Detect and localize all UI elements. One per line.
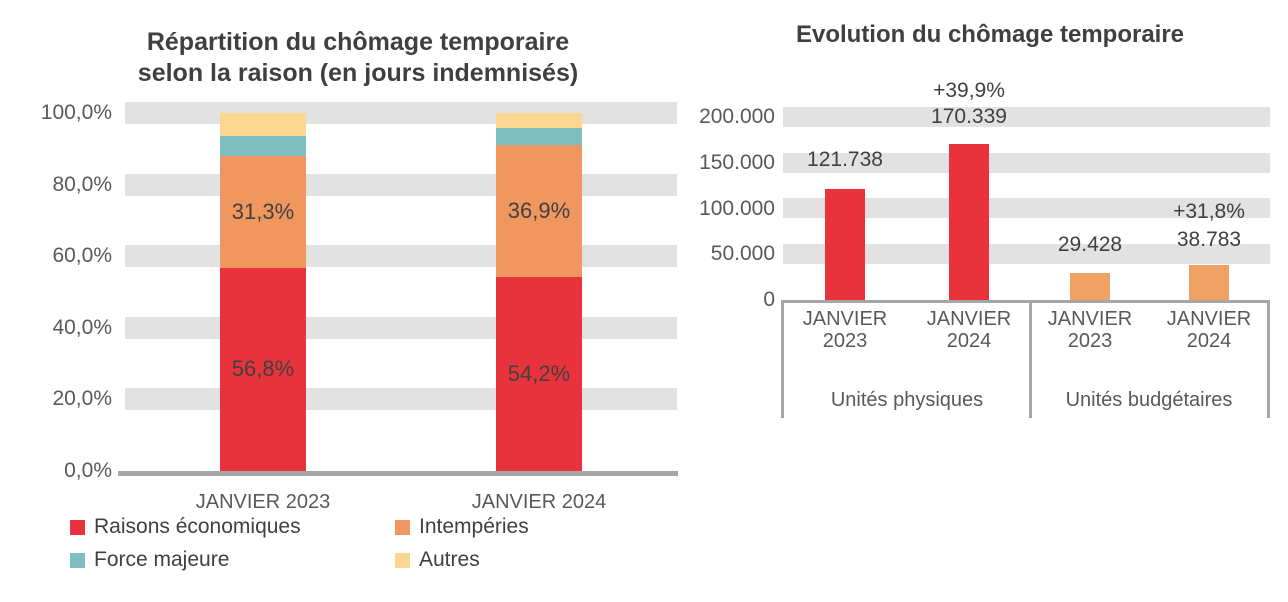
stacked-bar-janvier-2023-segment-3 <box>220 113 306 136</box>
data-label-value-2024-budgetaires: 38.783 <box>1176 228 1242 251</box>
segment-data-label: 56,8% <box>231 356 295 382</box>
y-axis-tick-label: 0 <box>763 288 775 311</box>
left-chart-title-line1: Répartition du chômage temporaire <box>146 28 570 56</box>
group-label-unites-budgetaires: Unités budgétaires <box>1065 389 1233 411</box>
y-axis-tick-label: 150.000 <box>699 151 775 174</box>
x-axis-label-janvier-2023: JANVIER 2023 <box>195 491 331 513</box>
y-axis-tick-label: 200.000 <box>699 105 775 128</box>
y-axis-tick-label: 20,0% <box>52 387 112 410</box>
bar-unités-budgétaires-janvier-2023 <box>1070 273 1110 300</box>
stacked-bar-janvier-2023-segment-2 <box>220 135 306 156</box>
data-label-value-2023-physiques: 121.738 <box>807 148 883 171</box>
right-chart-title: Evolution du chômage temporaire <box>795 21 1185 48</box>
gridline-band-50000 <box>783 244 1270 264</box>
stacked-bar-janvier-2023-segment-0: 56,8% <box>220 267 306 471</box>
data-label-value-2024-physiques: 170.339 <box>931 105 1007 128</box>
category-label-phys-2024: JANVIER 2024 <box>926 308 1012 352</box>
stacked-bar-janvier-2024-segment-1: 36,9% <box>496 144 582 277</box>
legend-swatch-teal <box>70 552 85 568</box>
data-label-value-2023-budgetaires: 29.428 <box>1057 233 1123 256</box>
segment-data-label: 36,9% <box>507 197 571 223</box>
category-axis-left-border <box>781 300 784 418</box>
legend-label: Autres <box>419 548 480 571</box>
bar-unités-physiques-janvier-2023 <box>825 188 865 300</box>
stacked-bar-janvier-2024-segment-0: 54,2% <box>496 277 582 471</box>
left-chart-title: Répartition du chômage temporaire selon … <box>28 27 688 89</box>
stacked-bar-janvier-2024-segment-3 <box>496 113 582 128</box>
category-axis-group-divider <box>1029 300 1032 418</box>
legend-swatch-orange <box>395 519 410 535</box>
category-axis-top-border <box>781 300 1270 303</box>
segment-data-label: 31,3% <box>231 198 295 224</box>
y-axis-tick-label: 60,0% <box>52 244 112 267</box>
bar-unités-budgétaires-janvier-2024 <box>1189 264 1229 300</box>
stacked-bar-janvier-2023-segment-1: 31,3% <box>220 155 306 268</box>
legend-swatch-yellow <box>395 552 410 568</box>
bar-unités-physiques-janvier-2024 <box>949 144 989 300</box>
segment-data-label: 54,2% <box>507 361 571 386</box>
legend-item-force-majeure: Force majeure <box>70 547 229 573</box>
gridline-band-150000 <box>783 153 1270 173</box>
legend-item-autres: Autres <box>395 547 480 573</box>
y-axis-tick-label: 40,0% <box>52 316 112 339</box>
legend-item-intemperies: Intempéries <box>395 514 529 540</box>
x-axis-line <box>118 471 678 476</box>
gridline-band-100000 <box>783 198 1270 218</box>
data-label-percent-physiques: +39,9% <box>933 79 1005 102</box>
group-label-unites-physiques: Unités physiques <box>830 389 984 411</box>
x-axis-label-janvier-2024: JANVIER 2024 <box>471 491 607 513</box>
category-axis-right-border <box>1267 300 1270 418</box>
y-axis-tick-label: 80,0% <box>52 173 112 196</box>
legend-label: Intempéries <box>419 515 529 538</box>
y-axis-tick-label: 100,0% <box>40 101 112 124</box>
y-axis-tick-label: 0,0% <box>64 459 112 482</box>
legend-label: Raisons économiques <box>94 515 301 538</box>
category-label-budg-2024: JANVIER 2024 <box>1166 308 1252 352</box>
category-label-budg-2023: JANVIER 2023 <box>1047 308 1133 352</box>
y-axis-tick-label: 50.000 <box>710 242 775 265</box>
legend-item-raisons-economiques: Raisons économiques <box>70 514 301 540</box>
category-label-phys-2023: JANVIER 2023 <box>802 308 888 352</box>
stacked-bar-janvier-2024-segment-2 <box>496 127 582 145</box>
gridline-band-200000 <box>783 107 1270 127</box>
data-label-percent-budgetaires: +31,8% <box>1173 200 1245 223</box>
legend-swatch-red <box>70 519 85 535</box>
y-axis-tick-label: 100.000 <box>699 197 775 220</box>
legend-label: Force majeure <box>94 548 230 571</box>
left-chart-title-line2: selon la raison (en jours indemnisés) <box>137 59 579 87</box>
